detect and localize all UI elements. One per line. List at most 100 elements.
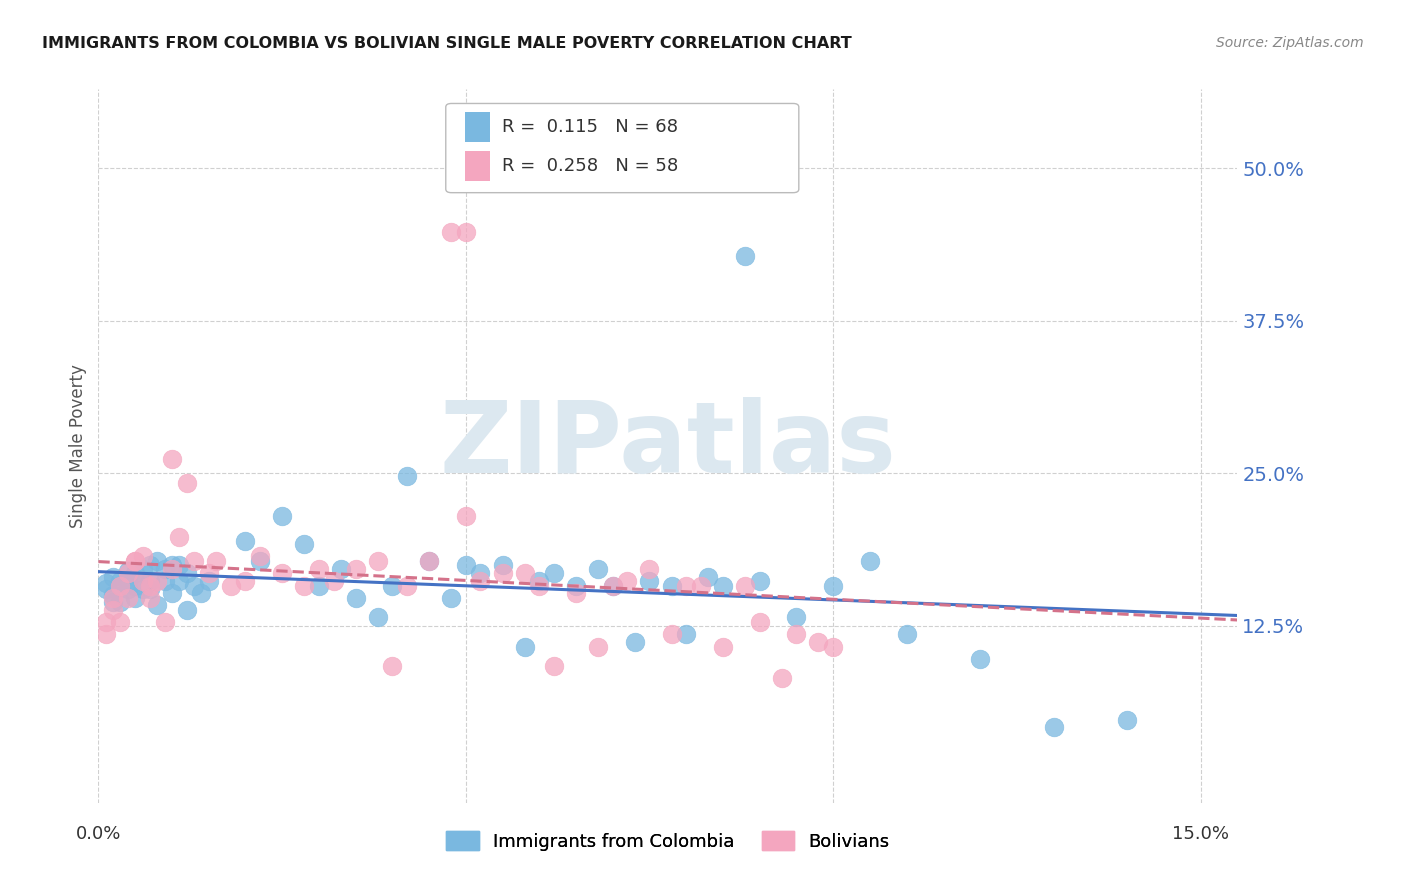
Text: 15.0%: 15.0% — [1173, 825, 1229, 843]
Point — [101, 570, 124, 584]
Point — [491, 566, 513, 581]
FancyBboxPatch shape — [465, 151, 491, 180]
Point — [440, 591, 463, 605]
Point — [139, 591, 162, 605]
Point — [395, 579, 418, 593]
Point — [344, 561, 367, 575]
Point — [94, 615, 117, 630]
Point — [124, 554, 146, 568]
Point — [711, 640, 734, 654]
Point — [110, 574, 132, 588]
Text: R =  0.258   N = 58: R = 0.258 N = 58 — [502, 157, 678, 175]
Point — [271, 566, 294, 581]
Point — [785, 627, 807, 641]
Point — [124, 579, 146, 593]
Point — [160, 558, 183, 572]
Text: 0.0%: 0.0% — [76, 825, 121, 843]
Point — [734, 579, 756, 593]
Point — [586, 640, 609, 654]
Point — [513, 566, 536, 581]
Point — [859, 554, 882, 568]
Point — [197, 566, 219, 581]
Point — [543, 659, 565, 673]
Point — [770, 672, 793, 686]
Point — [675, 627, 697, 641]
Point — [823, 579, 845, 593]
Point — [543, 566, 565, 581]
Point — [395, 469, 418, 483]
Point — [146, 574, 169, 588]
Point — [117, 582, 139, 597]
Point — [101, 594, 124, 608]
Point — [190, 586, 212, 600]
Point — [139, 582, 162, 597]
Text: IMMIGRANTS FROM COLOMBIA VS BOLIVIAN SINGLE MALE POVERTY CORRELATION CHART: IMMIGRANTS FROM COLOMBIA VS BOLIVIAN SIN… — [42, 36, 852, 51]
Point — [292, 537, 315, 551]
Point — [785, 610, 807, 624]
Point — [675, 579, 697, 593]
Point — [322, 574, 344, 588]
Point — [110, 594, 132, 608]
Point — [167, 558, 190, 572]
Point — [160, 586, 183, 600]
Point — [124, 591, 146, 605]
Point — [418, 554, 440, 568]
Point — [454, 558, 477, 572]
Point — [94, 582, 117, 597]
Point — [565, 579, 588, 593]
Point — [160, 451, 183, 466]
Point — [513, 640, 536, 654]
Point — [146, 598, 169, 612]
Point — [183, 554, 205, 568]
Legend: Immigrants from Colombia, Bolivians: Immigrants from Colombia, Bolivians — [439, 824, 897, 858]
Point — [235, 574, 257, 588]
Point — [823, 640, 845, 654]
Point — [308, 579, 330, 593]
Point — [529, 574, 551, 588]
Point — [117, 564, 139, 578]
Point — [1042, 720, 1064, 734]
Point — [131, 574, 153, 588]
Point — [219, 579, 242, 593]
Y-axis label: Single Male Poverty: Single Male Poverty — [69, 364, 87, 528]
Point — [565, 586, 588, 600]
FancyBboxPatch shape — [446, 103, 799, 193]
Point — [440, 225, 463, 239]
Point — [711, 579, 734, 593]
Point — [896, 627, 918, 641]
Point — [807, 634, 830, 648]
Point — [139, 558, 162, 572]
Point — [308, 561, 330, 575]
Point — [110, 579, 132, 593]
Point — [167, 530, 190, 544]
Point — [454, 509, 477, 524]
Point — [697, 570, 720, 584]
Point — [101, 591, 124, 605]
Point — [94, 576, 117, 591]
Point — [153, 615, 176, 630]
FancyBboxPatch shape — [465, 112, 491, 142]
Point — [638, 574, 661, 588]
Point — [586, 561, 609, 575]
Point — [329, 561, 352, 575]
Point — [153, 574, 176, 588]
Point — [167, 574, 190, 588]
Point — [101, 589, 124, 603]
Point — [661, 579, 683, 593]
Point — [381, 579, 404, 593]
Point — [131, 582, 153, 597]
Point — [271, 509, 294, 524]
Point — [117, 574, 139, 588]
Point — [160, 561, 183, 575]
Point — [117, 566, 139, 581]
Point — [616, 574, 638, 588]
Point — [1116, 713, 1139, 727]
Point — [690, 579, 713, 593]
Point — [235, 533, 257, 548]
Point — [491, 558, 513, 572]
Point — [139, 579, 162, 593]
Point — [470, 566, 492, 581]
Point — [367, 554, 389, 568]
Point — [623, 634, 645, 648]
Point — [367, 610, 389, 624]
